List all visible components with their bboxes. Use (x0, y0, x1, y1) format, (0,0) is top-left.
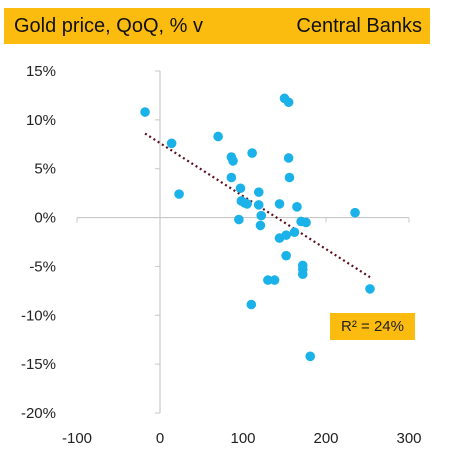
data-point (289, 227, 300, 238)
data-point (242, 199, 252, 209)
data-point (263, 275, 273, 285)
data-point (234, 214, 244, 225)
data-point (297, 269, 308, 280)
y-tick-label: -10% (21, 307, 56, 324)
data-point (365, 284, 375, 294)
data-point (283, 153, 294, 163)
y-tick-label: 0% (34, 210, 56, 227)
data-point (281, 250, 291, 261)
y-tick-label: -5% (29, 258, 56, 275)
data-point (253, 200, 264, 210)
data-point (281, 230, 291, 240)
axes (76, 70, 410, 414)
data-point (140, 107, 150, 117)
data-point (283, 97, 294, 108)
tick-labels: -100 0 100 200 300 15% 10% 5% 0% -5% -10% -15% -20% (21, 63, 422, 447)
title-left: Gold price, QoQ, % v (14, 14, 203, 37)
data-point (255, 220, 266, 231)
y-tick-label: 5% (34, 161, 56, 178)
data-point (253, 187, 264, 197)
data-point (166, 138, 177, 149)
x-tick-label: 100 (230, 430, 255, 447)
r-squared-label: R² = 24% (341, 318, 404, 335)
x-tick-label: 0 (156, 430, 164, 447)
data-point (247, 148, 257, 158)
x-tick-label: 200 (313, 430, 338, 447)
y-tick-label: -15% (21, 356, 56, 373)
points-group (140, 93, 375, 362)
data-point (350, 207, 360, 218)
data-point (284, 172, 295, 183)
data-point (256, 210, 267, 221)
data-point (235, 183, 246, 194)
y-tick-label: 10% (26, 112, 56, 129)
data-point (228, 156, 238, 166)
data-point (305, 351, 316, 362)
data-point (301, 217, 311, 228)
data-point (213, 131, 223, 142)
chart-title: Gold price, QoQ, % v Central Banks (4, 8, 430, 44)
data-point (292, 202, 302, 212)
data-point (246, 299, 257, 310)
title-right: Central Banks (296, 14, 422, 37)
data-point (274, 199, 285, 209)
x-tick-label: 300 (396, 430, 421, 447)
y-tick-label: -20% (21, 405, 56, 422)
r-squared-annotation: R² = 24% (330, 313, 415, 340)
x-tick-label: -100 (62, 430, 92, 447)
data-point (174, 189, 184, 199)
y-tick-label: 15% (26, 63, 56, 80)
data-point (226, 172, 237, 183)
data-point (269, 275, 280, 285)
